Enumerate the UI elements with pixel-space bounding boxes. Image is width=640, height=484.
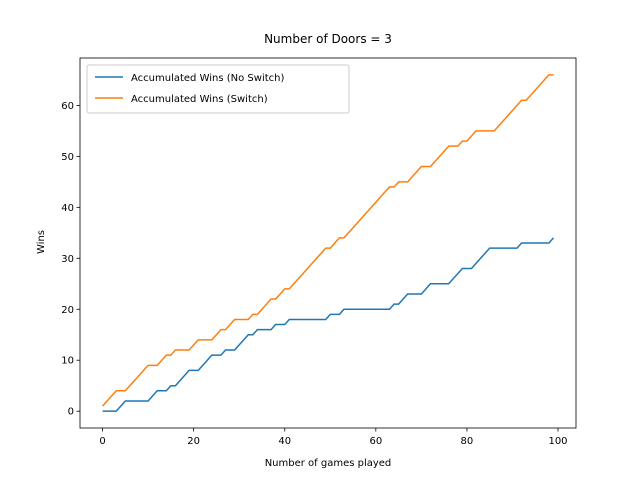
y-tick-label: 30 <box>61 254 74 265</box>
y-tick-label: 60 <box>61 101 74 112</box>
x-tick-label: 100 <box>548 436 567 447</box>
x-tick-label: 20 <box>187 436 200 447</box>
x-tick-label: 60 <box>369 436 382 447</box>
y-tick-label: 0 <box>68 407 74 418</box>
y-axis-label: Wins <box>36 230 47 254</box>
chart-title: Number of Doors = 3 <box>264 32 392 46</box>
y-tick-label: 20 <box>61 305 74 316</box>
y-tick-label: 50 <box>61 152 74 163</box>
y-tick-label: 10 <box>61 356 74 367</box>
legend-box <box>86 64 350 114</box>
x-tick-label: 40 <box>278 436 291 447</box>
x-axis-label: Number of games played <box>265 458 392 469</box>
y-tick-label: 40 <box>61 203 74 214</box>
x-tick-label: 0 <box>99 436 105 447</box>
legend-label: Accumulated Wins (Switch) <box>131 94 268 105</box>
series-line <box>101 74 554 407</box>
legend-label: Accumulated Wins (No Switch) <box>131 73 284 84</box>
series-line <box>102 237 555 412</box>
plot-frame <box>79 57 577 429</box>
x-tick-label: 80 <box>461 436 474 447</box>
